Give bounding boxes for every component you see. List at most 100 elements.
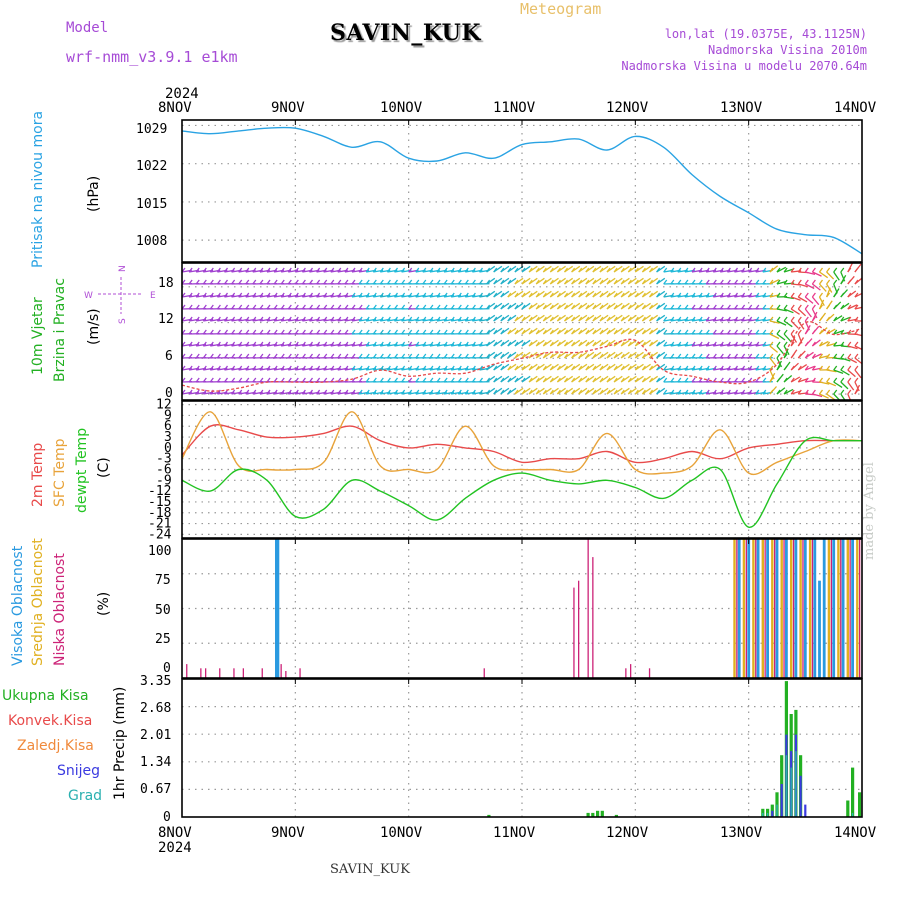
wind-barb-flag	[493, 377, 498, 383]
wind-barb-flag	[471, 267, 476, 273]
precip-bar-2	[795, 751, 797, 817]
ytick-t-3: 3	[164, 430, 172, 445]
wind-barb-flag	[216, 365, 221, 371]
wind-barb-flag	[514, 377, 519, 383]
wind-barb-flag	[308, 304, 314, 310]
wind-barb-flag	[712, 365, 717, 371]
wind-barb-flag	[712, 279, 717, 285]
wind-barb-flag	[776, 365, 781, 371]
wind-barb-flag	[500, 292, 505, 298]
ytick-r-067: 0.67	[140, 782, 171, 797]
wind-barb-flag	[308, 316, 314, 322]
wind-barb-flag	[287, 365, 292, 371]
ytick-r-201: 2.01	[140, 728, 171, 743]
wind-barb-flag	[401, 279, 406, 285]
wind-barb-flag	[818, 267, 824, 273]
wind-barb-flag	[316, 329, 321, 335]
wind-barb-flag	[656, 292, 661, 298]
wind-barb-flag	[670, 267, 675, 273]
wind-barb-flag	[634, 304, 639, 310]
wind-barb	[805, 365, 815, 371]
wind-barb-flag	[436, 389, 441, 395]
cloud-bar-2	[774, 539, 776, 678]
wind-barb-flag	[691, 353, 696, 359]
wind-barb	[791, 390, 801, 395]
cloud-bar-0	[803, 539, 807, 678]
wind-barb-flag	[372, 279, 377, 285]
wind-barb-flag	[280, 353, 285, 359]
wind-barb-flag	[854, 389, 859, 395]
wind-barb-flag	[216, 304, 221, 310]
wind-barb-flag	[273, 279, 278, 285]
wind-barb-flag	[648, 267, 654, 273]
cloud-bar-1	[827, 539, 831, 678]
wind-barb-flag	[316, 304, 321, 310]
wind-barb-flag	[854, 341, 859, 347]
wind-barb-flag	[620, 389, 625, 395]
wind-barb-flag	[245, 353, 250, 359]
wind-barb-flag	[726, 292, 731, 298]
wind-barb-flag	[471, 292, 476, 298]
wind-barb-flag	[741, 389, 746, 395]
time-label-top-6: 14NOV	[834, 100, 877, 116]
wind-barb-flag	[514, 316, 519, 322]
wind-barb-flag	[393, 389, 399, 395]
wind-barb-flag	[571, 279, 576, 285]
wind-barb-flag	[571, 316, 576, 322]
wind-barb-flag	[712, 377, 717, 383]
wind-barb-flag	[401, 377, 406, 383]
wind-barb-flag	[372, 316, 377, 322]
wind-barb-flag	[663, 377, 668, 383]
wind-barb-flag	[677, 316, 682, 322]
cloud-bar-2	[783, 539, 785, 678]
wind-barb-flag	[804, 329, 809, 335]
wind-barb-flag	[578, 329, 583, 335]
wind-barb-flag	[401, 304, 406, 310]
wind-barb-flag	[648, 365, 654, 371]
wind-barb-flag	[238, 341, 243, 347]
wind-barb-flag	[634, 329, 639, 335]
cloud-bar-1	[752, 539, 755, 678]
lonlat-text: lon,lat (19.0375E, 43.1125N)	[664, 27, 867, 41]
wind-barb-flag	[216, 316, 221, 322]
wind-barb-flag	[486, 292, 491, 298]
precip-bar-2	[762, 812, 764, 817]
wind-barb-flag	[464, 316, 469, 322]
wind-barb-flag	[634, 292, 639, 298]
wind-barb-flag	[606, 353, 611, 359]
wind-barb-flag	[195, 267, 200, 273]
time-label-bot-5: 13NOV	[720, 825, 763, 841]
wind-barb-flag	[741, 365, 746, 371]
wind-barb-flag	[436, 365, 441, 371]
wind-barb-flag	[748, 341, 753, 347]
wind-barb-flag	[705, 279, 710, 285]
wind-barb-flag	[613, 279, 618, 285]
wind-barb-flag	[415, 341, 420, 347]
wind-barb-flag	[854, 316, 859, 322]
cloud-bar-0	[775, 539, 779, 678]
wind-barb-flag	[691, 329, 696, 335]
wind-barb-flag	[408, 279, 413, 285]
footer-station: SAVIN_KUK	[330, 862, 410, 877]
wind-barb-flag	[719, 389, 724, 395]
wind-barb-flag	[457, 389, 462, 395]
wind-barb	[854, 345, 862, 351]
wind-barb-flag	[486, 377, 491, 383]
wind-barb-flag	[464, 279, 469, 285]
wind-barb-flag	[741, 377, 746, 383]
wind-barb	[847, 381, 855, 391]
wind-barb-flag	[556, 292, 561, 298]
wind-barb-flag	[606, 316, 611, 322]
wind-barb-flag	[393, 292, 399, 298]
wind-barb-flag	[769, 267, 774, 273]
wind-barb-flag	[663, 267, 668, 273]
wind-barb-flag	[556, 377, 561, 383]
wind-barb-flag	[351, 267, 356, 273]
wind-barb-flag	[663, 341, 668, 347]
wind-barb-flag	[401, 329, 406, 335]
wind-barb	[797, 308, 807, 317]
wind-barb-flag	[762, 365, 767, 371]
wind-barb-flag	[691, 341, 696, 347]
wind-barb-flag	[415, 267, 420, 273]
wind-barb-flag	[606, 389, 611, 395]
